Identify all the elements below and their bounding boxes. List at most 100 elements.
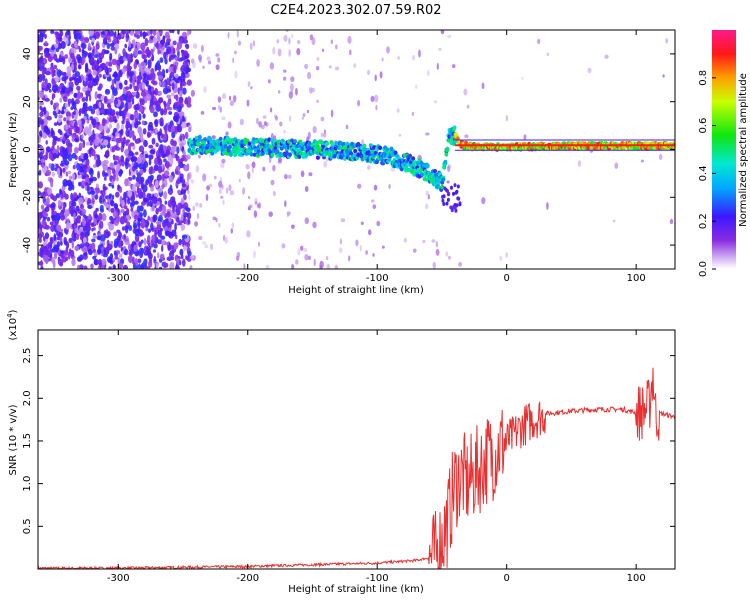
signal-cell — [390, 152, 395, 157]
faint-dot — [382, 245, 385, 249]
noise-dot — [175, 165, 181, 172]
noise-dot — [124, 79, 128, 86]
noise-dot — [100, 246, 105, 252]
noise-dot — [54, 102, 59, 108]
noise-dot — [81, 246, 88, 253]
noise-dot — [113, 99, 119, 105]
y-tick-label: 0 — [22, 146, 33, 152]
noise-dot — [85, 95, 89, 102]
noise-dot — [155, 207, 159, 215]
signal-cell — [434, 173, 438, 178]
noise-dot — [131, 97, 135, 105]
noise-dot — [182, 139, 187, 146]
faint-dot — [289, 83, 294, 91]
noise-dot — [83, 51, 89, 56]
noise-dot — [181, 121, 187, 129]
faint-dot — [658, 154, 663, 160]
faint-dot — [546, 52, 550, 57]
noise-dot — [126, 221, 131, 227]
noise-dot — [133, 214, 139, 221]
noise-dot — [108, 182, 113, 187]
faint-dot — [435, 240, 439, 248]
faint-dot — [375, 105, 378, 111]
noise-dot — [64, 239, 67, 245]
noise-dot — [63, 250, 69, 256]
noise-dot — [57, 232, 61, 239]
noise-dot — [83, 265, 88, 269]
faint-dot — [335, 44, 338, 50]
noise-dot — [109, 43, 115, 47]
noise-dot — [85, 77, 89, 82]
noise-dot — [131, 210, 135, 218]
signal-cell — [321, 140, 326, 146]
noise-dot — [63, 202, 67, 208]
noise-dot — [38, 64, 43, 72]
noise-dot — [128, 225, 133, 231]
noise-dot — [102, 37, 108, 45]
faint-dot — [227, 31, 230, 39]
noise-dot — [76, 30, 80, 34]
faint-dot — [481, 197, 486, 205]
noise-dot — [38, 135, 41, 144]
noise-dot — [173, 94, 179, 100]
noise-dot — [74, 228, 79, 234]
noise-dot — [67, 153, 73, 162]
faint-dot — [262, 166, 266, 172]
noise-dot — [179, 135, 183, 142]
faint-dot — [431, 239, 436, 243]
snr-yscale-label: (x104) — [6, 309, 19, 340]
noise-dot — [64, 193, 69, 200]
faint-dot — [286, 211, 291, 216]
faint-dot — [283, 76, 287, 81]
noise-dot — [151, 77, 155, 83]
faint-dot — [523, 134, 527, 141]
noise-dot — [163, 51, 167, 60]
noise-dot — [181, 115, 185, 122]
faint-dot — [211, 135, 216, 140]
faint-dot — [207, 60, 212, 65]
noise-dot — [82, 57, 86, 64]
faint-dot — [268, 79, 271, 84]
faint-dot — [232, 57, 235, 64]
noise-dot — [45, 71, 51, 76]
y-tick-label: 40 — [22, 48, 33, 61]
noise-dot — [56, 241, 61, 248]
noise-dot — [158, 266, 163, 269]
noise-dot — [119, 216, 126, 225]
faint-dot — [200, 44, 204, 53]
noise-dot — [123, 191, 127, 199]
noise-dot — [163, 262, 169, 268]
faint-dot — [436, 62, 439, 70]
signal-cell — [452, 125, 457, 130]
noise-dot — [94, 64, 100, 72]
faint-dot — [291, 224, 295, 229]
noise-dot — [79, 166, 84, 173]
noise-dot — [114, 119, 118, 123]
noise-dot — [163, 170, 170, 177]
faint-dot — [464, 134, 469, 138]
faint-dot — [224, 237, 228, 244]
noise-dot — [70, 192, 74, 201]
noise-dot — [78, 197, 84, 206]
noise-dot — [59, 188, 62, 195]
noise-dot — [44, 98, 50, 102]
noise-dot — [40, 259, 43, 267]
signal-cell — [378, 145, 383, 150]
noise-dot — [99, 260, 102, 268]
faint-dot — [325, 157, 329, 162]
colorbar-tick-label: 0.2 — [698, 213, 709, 229]
faint-dot — [359, 245, 362, 252]
noise-dot — [143, 258, 148, 266]
faint-dot — [373, 184, 378, 191]
noise-dot — [67, 145, 73, 155]
faint-dot — [330, 109, 334, 118]
noise-dot — [110, 207, 115, 214]
noise-dot — [134, 228, 140, 237]
noise-dot — [38, 214, 41, 223]
faint-dot — [427, 194, 430, 200]
noise-dot — [171, 199, 176, 208]
noise-dot — [177, 30, 180, 35]
noise-dot — [119, 253, 123, 258]
noise-dot — [73, 212, 76, 221]
faint-dot — [217, 104, 221, 110]
